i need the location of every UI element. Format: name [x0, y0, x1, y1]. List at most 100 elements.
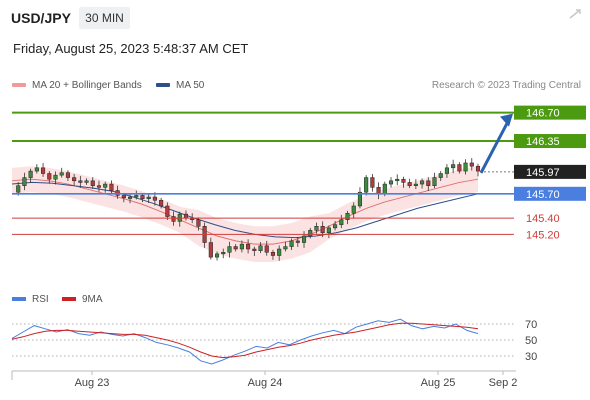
timeframe-label: 30 MIN	[85, 11, 124, 25]
candle-body	[426, 180, 431, 186]
datetime-label: Friday, August 25, 2023 5:48:37 AM CET	[13, 41, 249, 56]
candle-body	[239, 243, 244, 250]
legend-rsi: RSI	[12, 294, 49, 305]
candle-body	[59, 172, 64, 176]
candle-body	[159, 200, 164, 207]
candle-body	[78, 180, 83, 183]
candle-body	[388, 180, 394, 185]
ma50-swatch	[156, 83, 170, 88]
candle-body	[41, 167, 46, 174]
candle-body	[171, 216, 176, 222]
candle-body	[264, 245, 269, 253]
resistance-box	[514, 134, 586, 149]
candle-body	[357, 191, 362, 207]
symbol-title: USD/JPY	[11, 10, 71, 26]
candle-body	[289, 240, 294, 247]
candle-body	[469, 162, 474, 167]
candle-body	[252, 248, 257, 251]
candle-body	[277, 248, 282, 256]
candle-body	[401, 178, 406, 183]
candle-body	[463, 162, 468, 172]
time-tick-label: Aug 25	[421, 377, 456, 389]
candle-body	[451, 164, 456, 169]
forecast-arrow-shaft	[479, 118, 511, 174]
rsi-tick-label: 30	[525, 351, 537, 363]
candle-body	[65, 172, 70, 178]
candle-body	[283, 246, 288, 250]
candle-body	[103, 183, 108, 188]
resistance-label: 146.70	[526, 108, 560, 120]
candle-body	[53, 174, 58, 180]
rsi-tick-label: 70	[525, 319, 537, 331]
pivot-label: 145.70	[526, 189, 560, 201]
rsi-label: RSI	[32, 294, 49, 305]
ma50-line	[11, 181, 479, 239]
candle-body	[208, 242, 213, 258]
current-price-label: 145.97	[526, 167, 560, 179]
ma20-label: MA 20 + Bollinger Bands	[32, 80, 142, 91]
candle-body	[121, 195, 126, 199]
candle-body	[395, 178, 400, 182]
copyright-label: Research © 2023 Trading Central	[431, 80, 581, 91]
pivot-box	[514, 186, 586, 201]
candle-body	[320, 226, 325, 234]
candle-body	[333, 224, 338, 229]
candle-body	[233, 246, 238, 250]
candle-body	[351, 205, 356, 214]
candle-body	[308, 230, 313, 237]
candle-body	[314, 226, 319, 231]
candle-body	[382, 183, 387, 195]
rsi-line	[11, 318, 479, 365]
corner-chevron-icon[interactable]	[564, 6, 584, 26]
ma9-label: 9MA	[82, 294, 103, 305]
candle-body	[295, 240, 300, 243]
price-level-layer: 146.70 146.35 145.97 145.70 145.40 145.20	[12, 105, 586, 241]
candle-body	[34, 167, 39, 172]
candle-body	[258, 245, 263, 251]
candle-body	[376, 187, 381, 195]
chart-header: USD/JPY 30 MIN	[0, 0, 590, 36]
legend-9ma: 9MA	[62, 294, 103, 305]
ma9-swatch	[62, 297, 76, 302]
candle-body	[22, 177, 27, 186]
ma50-label: MA 50	[176, 80, 205, 91]
candle-body	[221, 252, 226, 255]
candle-body	[165, 205, 170, 217]
candle-body	[47, 173, 52, 180]
candle-body	[16, 185, 21, 193]
candle-body	[364, 177, 369, 193]
rsi-ma-line	[11, 322, 479, 359]
time-tick-label: Aug 23	[75, 377, 110, 389]
timeframe-badge[interactable]: 30 MIN	[79, 7, 130, 29]
candle-body	[339, 219, 344, 225]
candle-body	[134, 195, 139, 198]
candle-body	[72, 177, 77, 182]
bollinger-band	[12, 166, 478, 262]
candle-body	[140, 195, 145, 199]
rsi-swatch	[12, 297, 26, 302]
time-tick-label: Sep 2	[489, 377, 518, 389]
candle-body	[438, 173, 443, 178]
time-axis: Aug 23 Aug 24 Aug 25 Sep 2	[11, 370, 518, 389]
candle-body	[115, 190, 120, 196]
candle-body	[345, 213, 350, 221]
candle-body	[301, 235, 307, 243]
candle-body	[90, 180, 95, 186]
resistance-label: 146.35	[526, 136, 560, 148]
candle-body	[370, 177, 375, 188]
candle-body	[152, 196, 157, 201]
candle-body	[475, 165, 481, 172]
candle-body	[444, 167, 449, 174]
forecast-arrow-head	[500, 113, 513, 127]
current-price-box	[514, 164, 586, 179]
resistance-box	[514, 105, 586, 120]
candle-body	[413, 183, 418, 186]
candle-body	[146, 196, 151, 199]
ma20-swatch	[12, 83, 26, 88]
bollinger-band-layer	[12, 166, 478, 262]
candle-body	[28, 170, 33, 178]
rsi-layer: 70 50 30	[11, 318, 537, 365]
time-tick-label: Aug 24	[248, 377, 283, 389]
candle-body	[84, 180, 89, 183]
